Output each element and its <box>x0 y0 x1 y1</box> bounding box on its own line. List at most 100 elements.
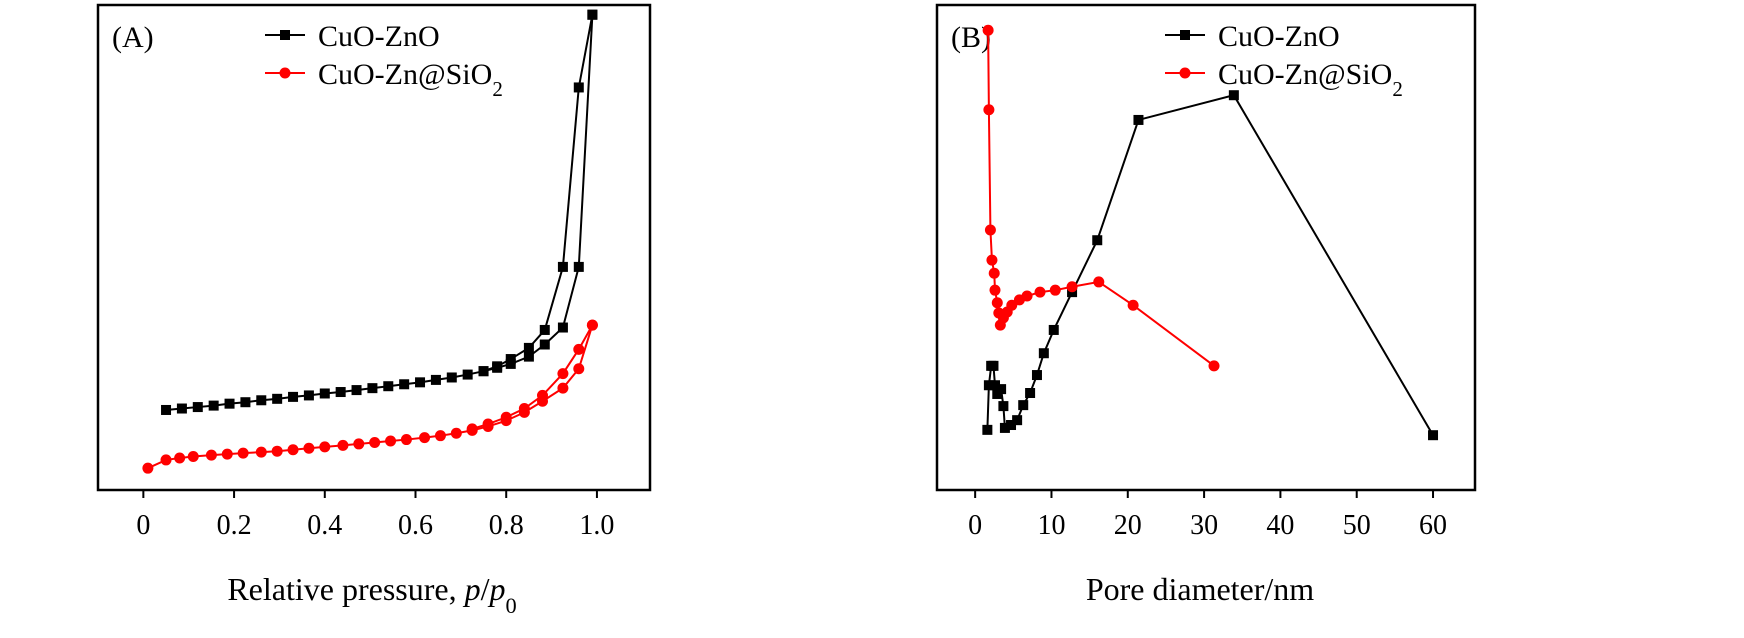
x-axis-label: Relative pressure, p/p0 <box>227 571 516 618</box>
x-tick-label: 0.2 <box>217 510 252 541</box>
legend-label: CuO-ZnO <box>318 20 440 53</box>
series-line <box>483 14 594 373</box>
x-axis-label-part: 0 <box>505 593 516 618</box>
series-cuo-zn-sio2-adsorption <box>142 319 598 474</box>
legend-label-part: 2 <box>1392 77 1403 101</box>
legend-entry: CuO-ZnO <box>265 20 440 53</box>
data-point <box>1049 284 1061 296</box>
data-point <box>400 434 412 446</box>
legend-label-part: 2 <box>492 77 503 101</box>
data-point <box>1031 370 1042 381</box>
data-point <box>192 402 203 413</box>
data-point <box>287 444 299 456</box>
x-tick-label: 40 <box>1266 510 1294 541</box>
data-point <box>462 369 473 380</box>
series-cuo-zno <box>982 90 1439 441</box>
data-point <box>1092 235 1103 246</box>
legend-entry: CuO-Zn@SiO2 <box>265 58 503 101</box>
data-point <box>335 387 346 398</box>
data-point <box>446 372 457 383</box>
data-point <box>399 379 410 390</box>
data-point <box>271 445 283 457</box>
data-point <box>982 24 994 36</box>
data-point <box>586 319 598 331</box>
series-line <box>165 14 594 411</box>
data-point <box>1021 290 1033 302</box>
panel-label: (A) <box>112 21 154 54</box>
data-point <box>1048 324 1059 335</box>
data-point <box>161 404 172 415</box>
data-point <box>557 322 568 333</box>
data-point <box>587 9 598 20</box>
data-point <box>983 104 995 116</box>
data-point <box>466 423 478 435</box>
data-point <box>557 368 569 380</box>
data-point <box>221 448 233 460</box>
x-axis-label-part: Relative pressure, <box>227 571 464 607</box>
data-point <box>237 447 249 459</box>
legend-marker <box>1179 67 1191 79</box>
series-cuo-zno-desorption <box>478 9 598 377</box>
data-point <box>478 366 489 377</box>
legend-marker <box>280 30 290 40</box>
data-point <box>142 462 154 474</box>
legend-label-part: CuO-ZnO <box>1218 20 1340 53</box>
legend-label-part: CuO-ZnO <box>318 20 440 53</box>
data-point <box>255 446 267 458</box>
data-point <box>996 384 1007 395</box>
data-point <box>319 441 331 453</box>
data-point <box>983 380 994 391</box>
data-point <box>523 342 534 353</box>
data-point <box>1012 415 1023 426</box>
x-axis-label-part: p <box>463 571 481 607</box>
data-point <box>369 436 381 448</box>
data-point <box>492 361 503 372</box>
plot-frame <box>935 3 1477 492</box>
data-point <box>415 377 426 388</box>
data-point <box>383 381 394 392</box>
data-point <box>272 393 283 404</box>
data-point <box>303 442 315 454</box>
series-cuo-zn-sio2-desorption <box>466 319 598 435</box>
series-line <box>987 30 1215 367</box>
data-point <box>982 424 993 435</box>
x-axis-label-part: Pore diameter/nm <box>1086 571 1314 607</box>
series-line <box>471 324 594 430</box>
x-axis-label-part: p <box>487 571 505 607</box>
x-tick-label: 60 <box>1419 510 1447 541</box>
data-point <box>539 324 550 335</box>
data-point <box>984 224 996 236</box>
data-point <box>573 363 585 375</box>
legend-label: CuO-Zn@SiO2 <box>318 58 503 101</box>
data-point <box>337 439 349 451</box>
data-point <box>523 351 534 362</box>
data-point <box>482 418 494 430</box>
data-point <box>500 411 512 423</box>
data-point <box>557 261 568 272</box>
x-tick-label: 50 <box>1343 510 1371 541</box>
data-point <box>557 382 569 394</box>
data-point <box>573 343 585 355</box>
data-point <box>1025 388 1036 398</box>
x-tick-label: 1.0 <box>579 510 614 541</box>
data-point <box>419 432 431 444</box>
x-tick-label: 0 <box>968 510 982 541</box>
x-tick-label: 0.4 <box>307 510 342 541</box>
data-point <box>1133 114 1144 125</box>
data-point <box>539 339 550 350</box>
data-point <box>1093 276 1105 288</box>
data-point <box>989 380 1000 391</box>
x-tick-label: 30 <box>1190 510 1218 541</box>
data-point <box>998 401 1009 412</box>
series-line <box>147 324 594 470</box>
x-tick-label: 20 <box>1114 510 1142 541</box>
data-point <box>450 427 462 439</box>
data-point <box>573 261 584 272</box>
data-point <box>224 398 235 409</box>
data-point <box>385 435 397 447</box>
legend-label: CuO-ZnO <box>1218 20 1340 53</box>
data-point <box>353 438 365 450</box>
data-point <box>1127 299 1139 311</box>
